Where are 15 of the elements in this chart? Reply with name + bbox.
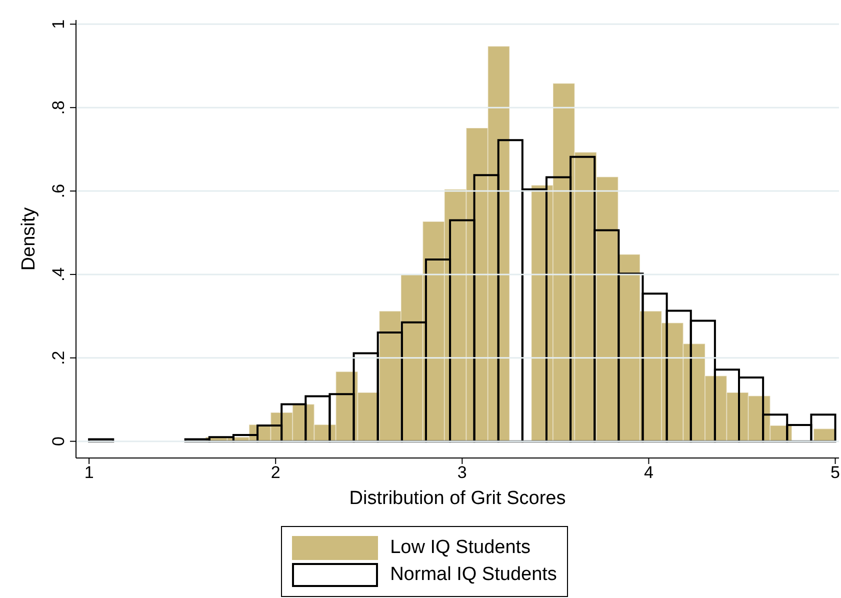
- y-tick-label: .6: [49, 184, 68, 198]
- y-tick-label: .8: [49, 100, 68, 115]
- x-tick-label: 1: [84, 463, 94, 482]
- y-axis-title: Density: [18, 206, 40, 271]
- y-tick-label: 0: [49, 436, 68, 446]
- x-tick-label: 5: [830, 463, 840, 482]
- x-tick-label: 2: [270, 463, 280, 482]
- y-tick-label: .4: [49, 267, 68, 282]
- legend-label: Low IQ Students: [390, 537, 531, 559]
- x-tick-label: 4: [644, 463, 654, 482]
- x-tick-label: 3: [457, 463, 467, 482]
- y-tick-label: 1: [49, 19, 68, 29]
- y-tick-label: .2: [49, 350, 68, 365]
- x-axis-title: Distribution of Grit Scores: [349, 488, 566, 509]
- legend-label: Normal IQ Students: [390, 564, 557, 586]
